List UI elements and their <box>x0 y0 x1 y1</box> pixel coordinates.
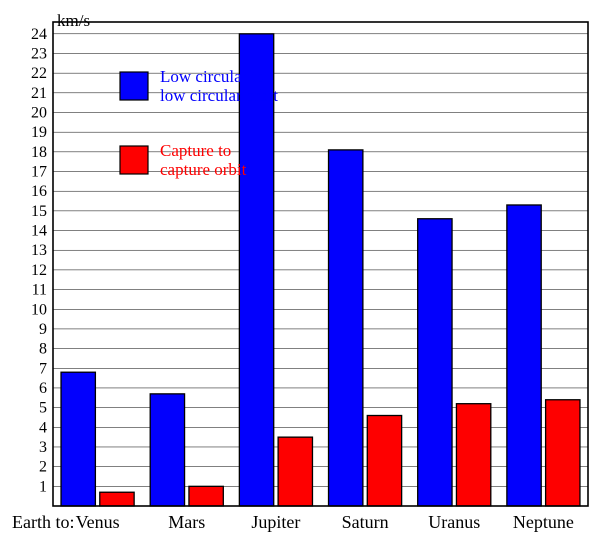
y-tick-label: 20 <box>31 105 47 122</box>
bar <box>418 219 452 506</box>
bar <box>278 437 312 506</box>
y-tick-label: 24 <box>31 26 47 43</box>
bar <box>367 415 401 506</box>
x-axis-title: Earth to: <box>12 512 74 532</box>
y-tick-label: 22 <box>31 65 47 82</box>
bar <box>150 394 184 506</box>
bar <box>100 492 134 506</box>
x-tick-label: Neptune <box>513 512 574 532</box>
y-tick-label: 3 <box>39 439 47 456</box>
legend-label: Low circular tolow circular orbit <box>160 67 278 105</box>
x-tick-label: Mars <box>168 512 205 532</box>
y-tick-label: 23 <box>31 45 47 62</box>
y-tick-label: 17 <box>31 164 47 181</box>
y-tick-label: 18 <box>31 144 47 161</box>
y-tick-label: 21 <box>31 85 47 102</box>
y-tick-label: 15 <box>31 203 47 220</box>
x-tick-label: Venus <box>76 512 120 532</box>
legend-swatch <box>120 146 148 174</box>
y-tick-label: 10 <box>31 301 47 318</box>
y-tick-label: 8 <box>39 341 47 358</box>
y-tick-label: 1 <box>39 478 47 495</box>
x-tick-label: Jupiter <box>251 512 300 532</box>
y-axis-title: km/s <box>57 11 90 30</box>
y-tick-label: 5 <box>39 400 47 417</box>
y-tick-label: 6 <box>39 380 47 397</box>
y-tick-label: 11 <box>32 282 47 299</box>
bar <box>546 400 580 506</box>
y-tick-label: 9 <box>39 321 47 338</box>
chart-frame: 123456789101112131415161718192021222324k… <box>0 0 600 543</box>
y-tick-label: 19 <box>31 124 47 141</box>
y-tick-label: 16 <box>31 183 47 200</box>
x-tick-label: Saturn <box>342 512 389 532</box>
y-tick-label: 2 <box>39 459 47 476</box>
bar <box>189 486 223 506</box>
y-tick-label: 7 <box>39 360 47 377</box>
y-tick-label: 13 <box>31 242 47 259</box>
y-tick-label: 14 <box>31 223 47 240</box>
y-tick-label: 12 <box>31 262 47 279</box>
bar <box>507 205 541 506</box>
legend-swatch <box>120 72 148 100</box>
bar <box>329 150 363 506</box>
bar <box>61 372 95 506</box>
bar <box>456 404 490 506</box>
x-tick-label: Uranus <box>428 512 480 532</box>
delta-v-bar-chart: 123456789101112131415161718192021222324k… <box>8 8 592 535</box>
y-tick-label: 4 <box>39 419 47 436</box>
